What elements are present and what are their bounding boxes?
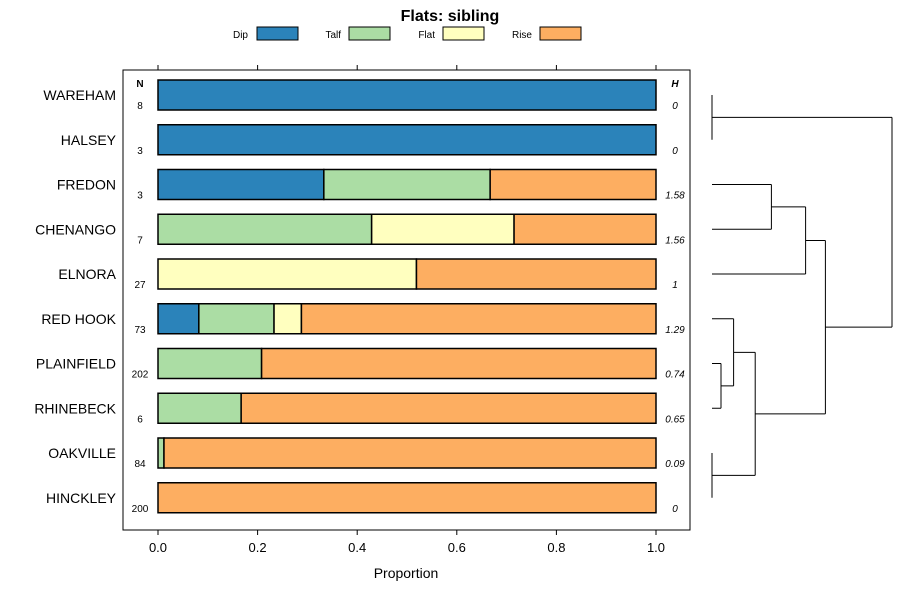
bar-plainfield-rise <box>260 347 657 380</box>
h-value-wareham: 0 <box>672 101 678 112</box>
h-value-fredon: 1.58 <box>665 191 685 202</box>
n-value-halsey: 3 <box>137 146 143 157</box>
n-value-hinckley: 200 <box>132 504 149 515</box>
x-axis: 0.0 0.2 0.4 0.6 0.8 1.0 <box>149 65 665 555</box>
h-value-halsey: 0 <box>672 146 678 157</box>
bar-rows: WAREHAM 8 0 HALSEY 3 0 FREDON 3 1.58 CHENANGO 7 1.5… <box>34 79 685 515</box>
x-tick-label: 0.0 <box>149 540 167 555</box>
h-value-rhinebeck: 0.65 <box>665 414 685 425</box>
row-label-oakville: OAKVILLE <box>48 445 116 461</box>
row-label-wareham: WAREHAM <box>43 87 116 103</box>
n-value-oakville: 84 <box>134 459 146 470</box>
row-label-red-hook: RED HOOK <box>41 311 116 327</box>
row-label-elnora: ELNORA <box>58 266 116 282</box>
row-label-hinckley: HINCKLEY <box>46 490 117 506</box>
n-column-header: N <box>136 79 143 90</box>
bar-fredon-dip <box>157 168 325 201</box>
n-value-chenango: 7 <box>137 235 143 246</box>
bar-plainfield-talf <box>157 347 263 380</box>
n-value-elnora: 27 <box>134 280 146 291</box>
x-tick-label: 1.0 <box>647 540 665 555</box>
n-value-plainfield: 202 <box>132 370 149 381</box>
h-value-elnora: 1 <box>672 280 678 291</box>
legend-swatch-talf <box>348 26 391 41</box>
legend-swatch-rise <box>539 26 582 41</box>
bar-chenango-rise <box>513 213 657 245</box>
legend-label-talf: Talf <box>325 30 341 41</box>
bar-chenango-talf <box>157 213 373 245</box>
h-value-plainfield: 0.74 <box>665 370 685 381</box>
bar-halsey-dip <box>157 124 657 156</box>
legend-label-flat: Flat <box>418 30 435 41</box>
bar-wareham-dip <box>157 79 657 111</box>
bar-red-hook-dip <box>157 303 200 335</box>
bar-oakville-rise <box>163 437 657 469</box>
n-value-fredon: 3 <box>137 191 143 202</box>
bar-hinckley-rise <box>157 482 657 514</box>
x-tick-label: 0.2 <box>249 540 267 555</box>
n-value-red-hook: 73 <box>134 325 146 336</box>
chart-title: Flats: sibling <box>401 8 500 25</box>
row-label-fredon: FREDON <box>57 177 116 193</box>
bar-rhinebeck-talf <box>157 392 242 424</box>
n-value-rhinebeck: 6 <box>137 414 143 425</box>
legend-swatch-flat <box>442 26 485 41</box>
h-column-header: H <box>671 79 679 90</box>
x-axis-title: Proportion <box>374 565 439 581</box>
legend-label-dip: Dip <box>233 30 248 41</box>
bar-red-hook-flat <box>273 303 303 335</box>
row-label-chenango: CHENANGO <box>35 221 116 237</box>
bar-elnora-flat <box>157 258 418 290</box>
x-tick-label: 0.8 <box>547 540 565 555</box>
plot-frame <box>122 69 691 531</box>
bar-fredon-rise <box>489 168 657 201</box>
bar-rhinebeck-rise <box>240 392 657 424</box>
bar-red-hook-rise <box>300 303 657 335</box>
bar-elnora-rise <box>415 258 657 290</box>
bar-red-hook-talf <box>198 303 275 335</box>
h-value-hinckley: 0 <box>672 504 678 515</box>
dendrogram <box>711 95 893 498</box>
legend-label-rise: Rise <box>512 30 532 41</box>
h-value-oakville: 0.09 <box>665 459 685 470</box>
h-value-red-hook: 1.29 <box>665 325 685 336</box>
bar-chenango-flat <box>370 213 515 245</box>
bar-fredon-talf <box>323 168 491 201</box>
x-tick-label: 0.4 <box>348 540 366 555</box>
bar-oakville-talf <box>157 437 165 469</box>
legend: Dip Talf Flat Rise <box>233 26 582 41</box>
x-tick-label: 0.6 <box>448 540 466 555</box>
row-label-rhinebeck: RHINEBECK <box>34 400 116 416</box>
row-label-plainfield: PLAINFIELD <box>36 356 116 372</box>
h-value-chenango: 1.56 <box>665 235 685 246</box>
row-label-halsey: HALSEY <box>61 132 117 148</box>
n-value-wareham: 8 <box>137 101 143 112</box>
legend-swatch-dip <box>256 26 299 41</box>
